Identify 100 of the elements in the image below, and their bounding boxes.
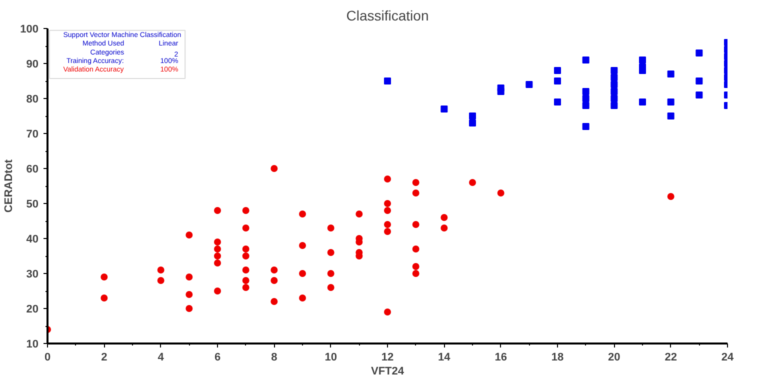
point: [384, 308, 391, 316]
point: [412, 246, 420, 252]
y-tick-label: 90: [26, 58, 39, 70]
chart-title: Classification: [346, 8, 429, 24]
point: [469, 179, 476, 186]
x-tick-label: 12: [381, 352, 394, 364]
y-tick-label: 10: [26, 338, 39, 350]
y-axis-title: CERADtot: [3, 159, 16, 213]
point: [696, 92, 703, 98]
x-axis-title: VFT24: [370, 366, 405, 378]
point: [440, 106, 448, 112]
point: [100, 274, 108, 280]
point: [582, 102, 590, 109]
point: [270, 298, 278, 305]
point: [186, 305, 193, 312]
y-tick-label: 20: [26, 304, 39, 316]
point: [440, 224, 448, 232]
point: [186, 291, 193, 298]
point: [610, 88, 618, 95]
point: [186, 274, 193, 280]
point: [100, 294, 108, 302]
point: [667, 193, 674, 200]
point: [270, 165, 278, 172]
point: [610, 102, 618, 109]
point: [497, 88, 504, 95]
point: [412, 270, 420, 277]
point: [299, 210, 306, 218]
point: [356, 210, 363, 218]
point: [610, 95, 618, 102]
y-tick-label: 100: [20, 24, 39, 36]
x-tick-label: 2: [101, 352, 108, 364]
y-tick-label: 50: [26, 198, 39, 210]
point: [696, 78, 703, 84]
point: [384, 228, 391, 235]
point: [299, 270, 306, 277]
point: [214, 252, 221, 260]
point: [214, 288, 221, 294]
point: [639, 56, 646, 64]
point: [242, 224, 250, 232]
y-tick-label: 60: [26, 164, 39, 176]
point: [384, 78, 391, 84]
point: [412, 263, 420, 270]
point: [554, 98, 561, 106]
point: [242, 246, 250, 252]
point: [696, 50, 703, 56]
x-tick-label: 4: [158, 352, 165, 364]
y-tick-label: 40: [26, 234, 39, 246]
point: [412, 179, 420, 186]
point: [610, 74, 618, 81]
point: [186, 232, 193, 238]
point: [157, 266, 164, 274]
point: [667, 98, 674, 106]
point: [582, 88, 590, 95]
point: [440, 214, 448, 221]
point: [214, 246, 221, 252]
point: [469, 112, 476, 120]
point: [327, 270, 334, 277]
point: [157, 277, 164, 284]
point: [667, 112, 674, 120]
y-tick-label: 80: [26, 94, 39, 106]
x-tick-label: 0: [44, 352, 51, 364]
point: [270, 277, 278, 284]
point: [384, 200, 391, 207]
point: [582, 123, 590, 130]
x-tick-label: 6: [214, 352, 221, 364]
x-tick-label: 18: [551, 352, 564, 364]
point: [412, 221, 420, 228]
x-tick-label: 20: [608, 352, 620, 364]
point: [299, 294, 306, 302]
point: [242, 266, 250, 274]
point: [242, 207, 250, 214]
point: [214, 260, 221, 266]
point: [384, 221, 391, 228]
point: [526, 81, 533, 88]
x-tick-label: 16: [494, 352, 507, 364]
x-tick-label: 14: [438, 352, 452, 364]
point: [412, 190, 420, 196]
x-tick-label: 8: [271, 352, 278, 364]
y-tick-label: 70: [26, 128, 39, 140]
point: [497, 190, 504, 196]
point: [554, 78, 561, 84]
point: [639, 98, 646, 106]
point: [554, 67, 561, 74]
point: [667, 70, 674, 78]
point: [610, 81, 618, 88]
x-tick-label: 10: [324, 352, 337, 364]
y-tick-label: 30: [26, 268, 39, 280]
point: [327, 249, 334, 256]
point: [327, 284, 334, 291]
point: [327, 224, 334, 232]
point: [214, 207, 221, 214]
point: [384, 176, 391, 182]
point: [242, 252, 250, 260]
point: [610, 67, 618, 74]
point: [582, 95, 590, 102]
point: [384, 207, 391, 214]
point: [582, 56, 590, 64]
point: [299, 242, 306, 249]
point: [270, 266, 278, 274]
x-tick-label: 24: [721, 352, 734, 364]
